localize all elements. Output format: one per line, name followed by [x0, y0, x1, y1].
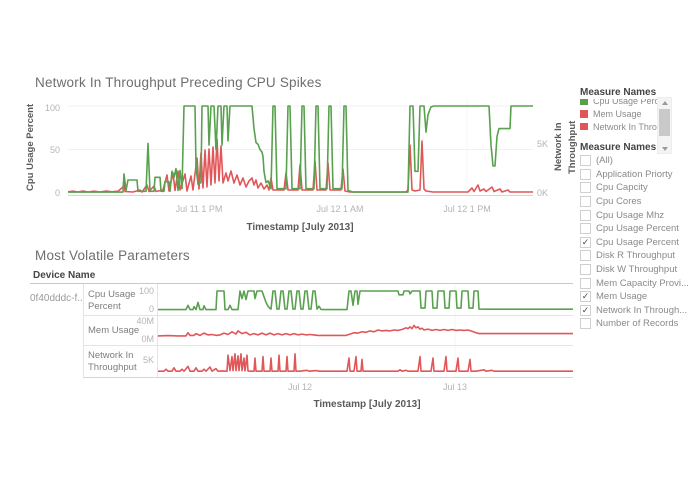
checkbox-icon[interactable] [580, 155, 591, 167]
row-label-mem: Mem Usage [88, 325, 140, 336]
label-column-divider [157, 284, 158, 377]
legend-swatch-icon [580, 123, 588, 130]
checkbox-checked-icon[interactable]: ✓ [580, 236, 591, 248]
checkbox-icon[interactable] [580, 277, 591, 289]
legend-title: Measure Names [580, 87, 657, 98]
filter-item-label[interactable]: Disk R Throughput [596, 250, 676, 262]
row-cpu-tick-bottom: 0 [148, 304, 154, 314]
row-cpu-tick-top: 100 [138, 286, 154, 296]
chart2-title: Most Volatile Parameters [35, 248, 190, 263]
row-label-network: Network In Throughput [88, 350, 137, 373]
row-label-cpu: Cpu Usage Percent [88, 289, 136, 312]
checkbox-icon[interactable] [580, 223, 591, 235]
chart2-cpu-sparkline[interactable] [158, 285, 573, 315]
filter-item-10[interactable]: ✓ Mem Usage [580, 290, 689, 304]
chart1-x-axis-title: Timestamp [July 2013] [246, 222, 354, 233]
filter-item-7[interactable]: Disk R Throughput [580, 249, 689, 263]
filter-item-label[interactable]: Mem Usage [596, 291, 648, 303]
filter-item-4[interactable]: Cpu Usage Mhz [580, 208, 689, 222]
chart1-xtick-1: Jul 11 1 PM [175, 204, 223, 214]
chart1-ytick-0: 0 [54, 188, 60, 198]
chart1-plot-area[interactable] [68, 98, 533, 198]
filter-item-0[interactable]: (All) [580, 154, 689, 168]
row-mem-tick-top: 40M [136, 316, 154, 326]
chart1-ytick-100: 100 [44, 103, 60, 113]
legend-swatch-icon [580, 110, 588, 118]
checkbox-icon[interactable] [580, 168, 591, 180]
filter-item-label[interactable]: (All) [596, 155, 613, 167]
header-underline [30, 283, 573, 284]
chart1-xtick-2: Jul 12 1 AM [316, 204, 364, 214]
filter-item-9[interactable]: Mem Capacity Provi... [580, 276, 689, 290]
filter-item-label[interactable]: Network In Through... [596, 304, 688, 316]
chart1-xtick-3: Jul 12 1 PM [443, 204, 491, 214]
legend-item-label: Mem Usage [593, 109, 642, 119]
scrollbar-thumb[interactable] [659, 109, 670, 136]
checkbox-checked-icon[interactable]: ✓ [580, 291, 591, 303]
chart2-x-axis-line [83, 377, 573, 378]
checkbox-icon[interactable] [580, 209, 591, 221]
row-divider-1 [83, 315, 573, 316]
filter-list: (All) Application Priorty Cpu Capcity Cpu C… [580, 154, 689, 331]
legend-item-2[interactable]: Network In Through.. [580, 121, 670, 130]
legend-items: Cpu Usage Percent Mem Usage Network In Thr… [580, 99, 670, 130]
chart1-right-axis-label: Network In Throughput [553, 120, 578, 174]
legend-item-label: Network In Through.. [593, 122, 670, 130]
device-name-value[interactable]: 0f40dddc-f.. [30, 293, 83, 304]
filter-item-label[interactable]: Application Priorty [596, 168, 673, 180]
filter-item-6[interactable]: ✓ Cpu Usage Percent [580, 236, 689, 250]
filter-item-label[interactable]: Disk W Throughput [596, 264, 678, 276]
filter-item-label[interactable]: Number of Records [596, 318, 679, 330]
device-name-header: Device Name [33, 270, 96, 281]
checkbox-icon[interactable] [580, 264, 591, 276]
legend-swatch-icon [580, 99, 588, 105]
legend-item-label: Cpu Usage Percent [593, 99, 670, 106]
chart1-title: Network In Throughput Preceding CPU Spik… [35, 75, 322, 90]
chart2-x-axis-title: Timestamp [July 2013] [313, 399, 421, 410]
filter-title: Measure Names [580, 142, 657, 153]
filter-item-2[interactable]: Cpu Capcity [580, 181, 689, 195]
filter-item-11[interactable]: ✓ Network In Through... [580, 304, 689, 318]
filter-item-label[interactable]: Cpu Usage Percent [596, 236, 679, 248]
chart1-ytick-50: 50 [49, 145, 60, 155]
checkbox-icon[interactable] [580, 182, 591, 194]
filter-item-8[interactable]: Disk W Throughput [580, 263, 689, 277]
row-network-tick-top: 5K [142, 355, 154, 365]
scrollbar-down-icon[interactable] [658, 144, 671, 153]
chart1-ytick-right-0k: 0K [537, 188, 549, 198]
chart2-xtick-1: Jul 12 [287, 382, 313, 392]
checkbox-icon[interactable] [580, 196, 591, 208]
checkbox-icon[interactable] [580, 318, 591, 330]
filter-item-1[interactable]: Application Priorty [580, 168, 689, 182]
chart2-mem-sparkline[interactable] [158, 316, 573, 345]
filter-item-label[interactable]: Cpu Cores [596, 196, 642, 208]
legend-scrollbar[interactable] [657, 97, 672, 154]
scrollbar-up-icon[interactable] [658, 98, 671, 107]
chart1-ytick-right-5k: 5K [537, 139, 549, 149]
legend-item-1[interactable]: Mem Usage [580, 108, 670, 120]
filter-item-5[interactable]: Cpu Usage Percent [580, 222, 689, 236]
checkbox-icon[interactable] [580, 250, 591, 262]
filter-item-label[interactable]: Cpu Usage Mhz [596, 209, 665, 221]
checkbox-checked-icon[interactable]: ✓ [580, 304, 591, 316]
legend-item-0[interactable]: Cpu Usage Percent [580, 99, 670, 107]
chart2-xtick-2: Jul 13 [442, 382, 468, 392]
row-mem-tick-bottom: 0M [141, 334, 154, 344]
filter-item-3[interactable]: Cpu Cores [580, 195, 689, 209]
chart2-network-sparkline[interactable] [158, 346, 573, 377]
row-divider-2 [83, 345, 573, 346]
filter-item-label[interactable]: Cpu Capcity [596, 182, 648, 194]
filter-item-label[interactable]: Cpu Usage Percent [596, 223, 679, 235]
filter-item-12[interactable]: Number of Records [580, 317, 689, 331]
device-column-divider [83, 284, 84, 377]
filter-item-label[interactable]: Mem Capacity Provi... [596, 277, 689, 289]
